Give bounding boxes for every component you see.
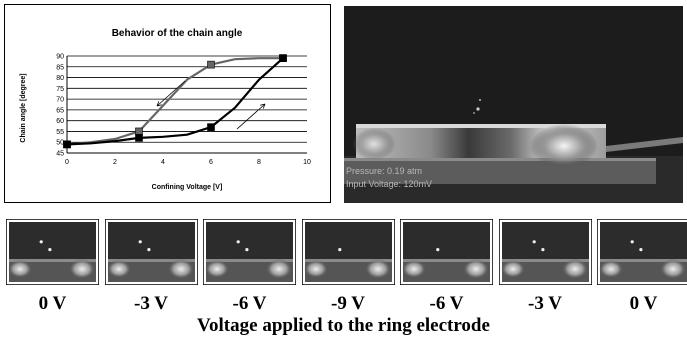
voltage-overlay: Input Voltage: 120mV [346, 179, 432, 189]
x-axis-label: Confining Voltage [V] [152, 184, 223, 191]
y-axis-label: Chain angle [degree] [20, 73, 27, 142]
video-frame [104, 219, 198, 285]
frame-voltage-label: -3 V [134, 293, 168, 314]
y-tick-label: 90 [56, 54, 64, 61]
y-tick-label: 50 [56, 140, 64, 147]
y-tick-label: 65 [56, 107, 64, 114]
data-point [207, 123, 215, 131]
frame-voltage-label: -6 V [232, 293, 267, 314]
y-tick-label: 70 [56, 97, 64, 104]
x-tick-label: 2 [113, 159, 117, 166]
particle-dot [639, 248, 643, 252]
frame-voltage-label: -3 V [528, 293, 562, 314]
video-frame [597, 219, 687, 285]
x-tick-label: 0 [65, 159, 69, 166]
particle-dot [478, 98, 482, 102]
video-frame [301, 219, 395, 285]
chain-photograph: Pressure: 0.19 atm Input Voltage: 120mV [344, 6, 683, 203]
video-frame [400, 219, 493, 285]
particle-dot [138, 240, 142, 244]
frame-voltage-label: 0 V [38, 293, 67, 314]
series-line [66, 57, 283, 146]
data-point [135, 127, 143, 136]
x-tick-label: 10 [303, 159, 311, 166]
x-tick-label: 4 [161, 159, 165, 166]
particle-dot [146, 248, 150, 252]
video-frame [6, 219, 99, 285]
particle-dot [236, 240, 240, 244]
chain-angle-chart: Behavior of the chain angle Chain angle … [4, 4, 331, 203]
decrease-arrow [156, 80, 186, 107]
x-tick-label: 6 [209, 159, 213, 166]
frame-voltage-label: -6 V [429, 293, 464, 314]
particle-dot [39, 240, 43, 244]
y-tick-label: 45 [56, 151, 64, 158]
series-line [66, 57, 284, 146]
particle-dot [337, 248, 341, 252]
particle-dot [245, 248, 249, 252]
y-tick-label: 80 [56, 75, 64, 82]
x-tick-label: 8 [257, 159, 261, 166]
particle-dot [436, 248, 440, 252]
video-frame [498, 219, 592, 285]
data-point [135, 134, 143, 142]
frame-voltage-label: 0 V [629, 293, 658, 314]
data-point [207, 60, 215, 69]
chart-title: Behavior of the chain angle [112, 28, 243, 39]
y-tick-label: 85 [56, 64, 64, 71]
frame-strip [6, 219, 687, 287]
particle-dot [476, 107, 480, 111]
particle-dot [540, 248, 544, 252]
frame-voltage-label: -9 V [331, 293, 365, 314]
video-frame [203, 219, 296, 285]
particle-dot [473, 112, 475, 114]
increase-arrow [236, 103, 266, 130]
figure-caption: Voltage applied to the ring electrode [197, 315, 490, 336]
y-tick-label: 60 [56, 118, 64, 125]
y-tick-label: 55 [56, 129, 64, 136]
particle-dot [48, 248, 52, 252]
data-point [63, 140, 71, 149]
particle-dot [532, 240, 536, 244]
pressure-overlay: Pressure: 0.19 atm [346, 166, 422, 176]
particle-dot [630, 240, 634, 244]
data-point [279, 54, 287, 62]
y-tick-label: 75 [56, 86, 64, 93]
